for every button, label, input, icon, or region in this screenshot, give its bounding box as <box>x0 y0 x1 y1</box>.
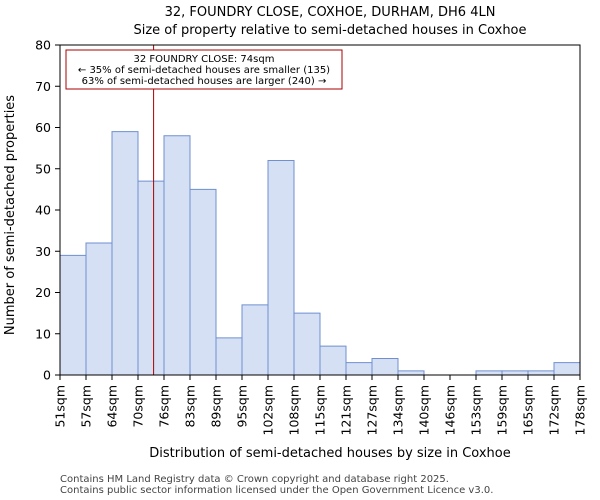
x-tick-label: 178sqm <box>573 385 588 435</box>
y-tick-label: 50 <box>35 161 51 176</box>
bar-153sqm <box>475 370 503 376</box>
x-axis-ticks: 51sqm 57sqm 64sqm 70sqm 76sqm 83sqm 89sqm 95sqm… <box>53 375 588 435</box>
bar-121sqm <box>345 362 373 376</box>
bar-159sqm <box>501 370 529 376</box>
x-tick-label: 64sqm <box>105 385 120 428</box>
y-tick-label: 80 <box>35 38 51 53</box>
x-tick-label: 76sqm <box>157 385 172 428</box>
x-tick-label: 108sqm <box>287 385 302 435</box>
x-axis-label: Distribution of semi-detached houses by … <box>149 446 510 461</box>
x-tick-label: 51sqm <box>53 385 68 428</box>
bar-134sqm <box>397 370 425 376</box>
x-tick-label: 121sqm <box>339 385 354 435</box>
bar-115sqm <box>319 345 347 376</box>
x-tick-label: 153sqm <box>469 385 484 435</box>
x-tick-label: 159sqm <box>495 385 510 435</box>
bar-51sqm <box>59 254 87 376</box>
x-tick-label: 165sqm <box>521 385 536 435</box>
x-tick-label: 140sqm <box>417 385 432 435</box>
annotation-box <box>65 49 343 90</box>
y-tick-label: 0 <box>43 368 51 383</box>
x-tick-label: 89sqm <box>209 385 224 428</box>
bar-102sqm <box>267 160 295 376</box>
bar-64sqm <box>111 131 139 376</box>
marker-annotation: 32 FOUNDRY CLOSE: 74sqm ← 35% of semi-de… <box>65 49 343 90</box>
bar-127sqm <box>371 358 399 376</box>
y-tick-label: 30 <box>35 244 51 259</box>
chart-title: 32, FOUNDRY CLOSE, COXHOE, DURHAM, DH6 4… <box>165 5 496 20</box>
bar-57sqm <box>85 242 113 376</box>
annotation-line-2: ← 35% of semi-detached houses are smalle… <box>78 65 330 76</box>
y-tick-label: 10 <box>35 326 51 341</box>
plot-frame <box>59 44 581 376</box>
x-tick-label: 70sqm <box>131 385 146 428</box>
footer-licence: Contains public sector information licen… <box>60 485 494 496</box>
bar-172sqm <box>553 362 581 376</box>
y-axis-ticks: 0 10 20 30 40 50 60 70 80 <box>35 38 60 383</box>
y-tick-label: 70 <box>35 79 51 94</box>
x-tick-label: 146sqm <box>443 385 458 435</box>
bar-165sqm <box>527 370 555 376</box>
bar-95sqm <box>241 304 269 376</box>
y-tick-label: 40 <box>35 203 51 218</box>
footer-copyright: Contains HM Land Registry data © Crown c… <box>60 474 449 485</box>
bar-89sqm <box>215 337 243 376</box>
x-tick-label: 172sqm <box>547 385 562 435</box>
y-tick-label: 20 <box>35 285 51 300</box>
bar-70sqm <box>137 180 165 376</box>
x-tick-label: 127sqm <box>365 385 380 435</box>
x-tick-label: 115sqm <box>313 385 328 435</box>
x-tick-label: 102sqm <box>261 385 276 435</box>
annotation-line-3: 63% of semi-detached houses are larger (… <box>82 76 327 87</box>
y-axis-label: Number of semi-detached properties <box>3 95 18 335</box>
bars-group <box>59 131 581 376</box>
bar-76sqm <box>163 135 191 376</box>
x-tick-label: 95sqm <box>235 385 250 428</box>
x-tick-label: 83sqm <box>183 385 198 428</box>
bar-108sqm <box>293 312 321 376</box>
x-tick-label: 134sqm <box>391 385 406 435</box>
x-tick-label: 57sqm <box>79 385 94 428</box>
y-tick-label: 60 <box>35 120 51 135</box>
bar-83sqm <box>189 188 217 376</box>
chart-subtitle: Size of property relative to semi-detach… <box>133 23 526 38</box>
annotation-line-1: 32 FOUNDRY CLOSE: 74sqm <box>134 54 275 65</box>
